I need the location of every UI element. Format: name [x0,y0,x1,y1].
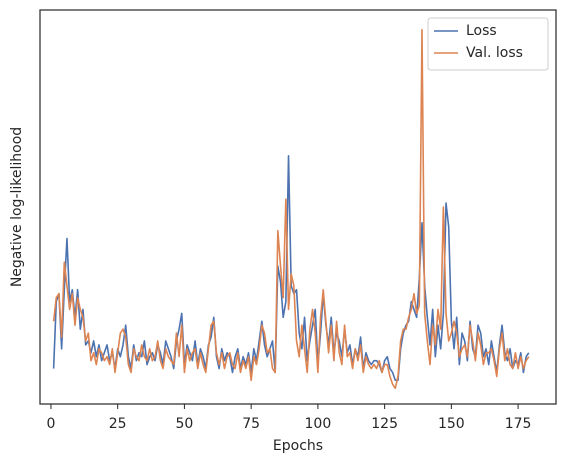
x-tick-label: 50 [176,416,194,432]
x-tick-label: 75 [242,416,260,432]
line-series [52,28,530,390]
x-tick-label: 150 [438,416,465,432]
x-tick-label: 25 [109,416,127,432]
legend-label: Loss [466,23,497,39]
legend-label: Val. loss [466,45,523,61]
x-tick-label: 100 [305,416,332,432]
x-tick-label: 0 [46,416,55,432]
plot-frame [39,9,557,405]
x-tick-label: 125 [371,416,398,432]
y-axis-label: Negative log-likelihood [9,127,25,287]
x-axis-label: Epochs [273,438,323,454]
x-tick-label: 175 [505,416,532,432]
